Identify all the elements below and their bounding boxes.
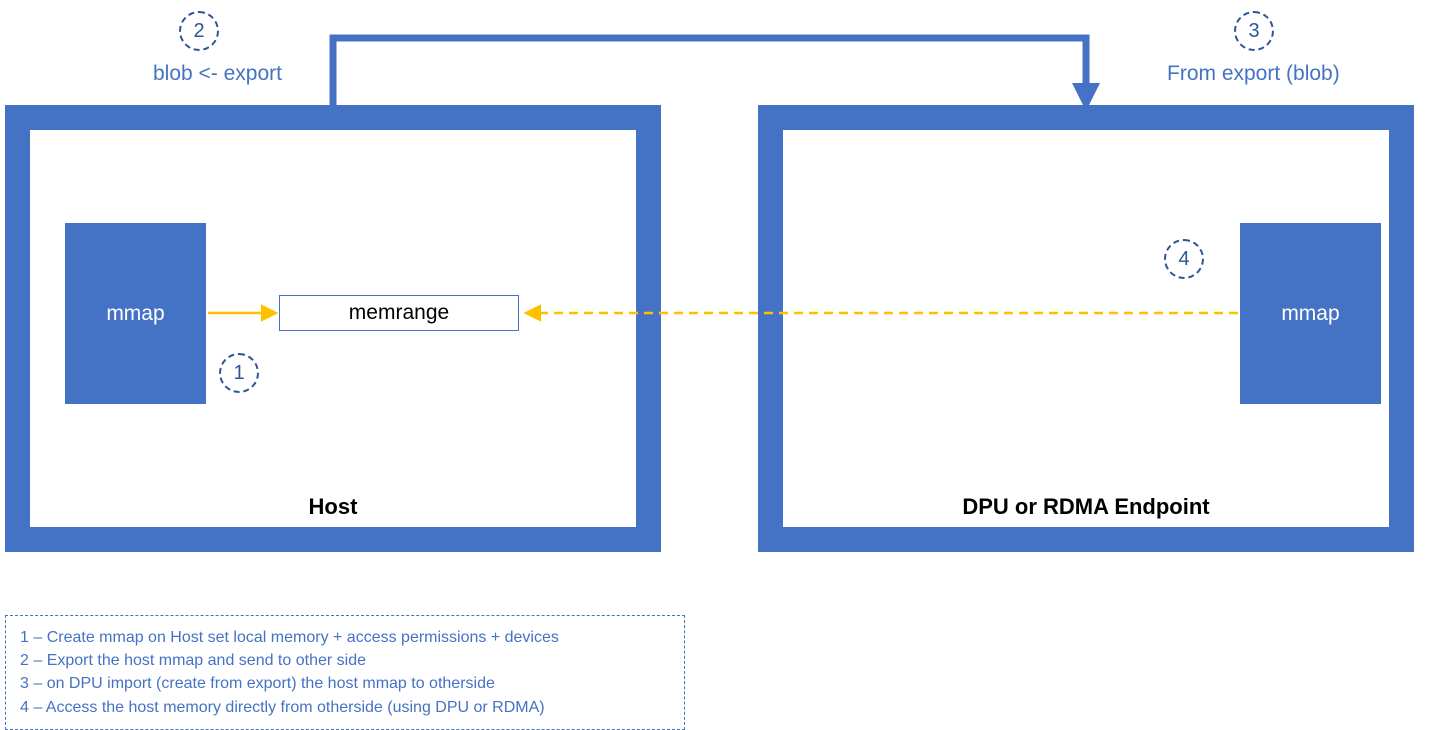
legend-line-2: 2 – Export the host mmap and send to oth… xyxy=(20,649,670,672)
legend-line-1: 1 – Create mmap on Host set local memory… xyxy=(20,626,670,649)
host-label: Host xyxy=(5,494,661,520)
step-2-circle: 2 xyxy=(179,11,219,51)
dpu-label: DPU or RDMA Endpoint xyxy=(758,494,1414,520)
step-3-annotation: From export (blob) xyxy=(1167,62,1340,86)
step-4-circle: 4 xyxy=(1164,239,1204,279)
step-3-circle: 3 xyxy=(1234,11,1274,51)
host-mmap-box: mmap xyxy=(65,223,206,404)
legend-line-3: 3 – on DPU import (create from export) t… xyxy=(20,672,670,695)
step-2-annotation: blob <- export xyxy=(153,62,282,86)
dpu-mmap-box: mmap xyxy=(1240,223,1381,404)
legend-line-4: 4 – Access the host memory directly from… xyxy=(20,696,670,719)
export-path-arrow xyxy=(333,38,1086,105)
memrange-box: memrange xyxy=(279,295,519,331)
legend-box: 1 – Create mmap on Host set local memory… xyxy=(5,615,685,730)
diagram-root: Host DPU or RDMA Endpoint mmap mmap memr… xyxy=(0,0,1440,724)
step-1-circle: 1 xyxy=(219,353,259,393)
